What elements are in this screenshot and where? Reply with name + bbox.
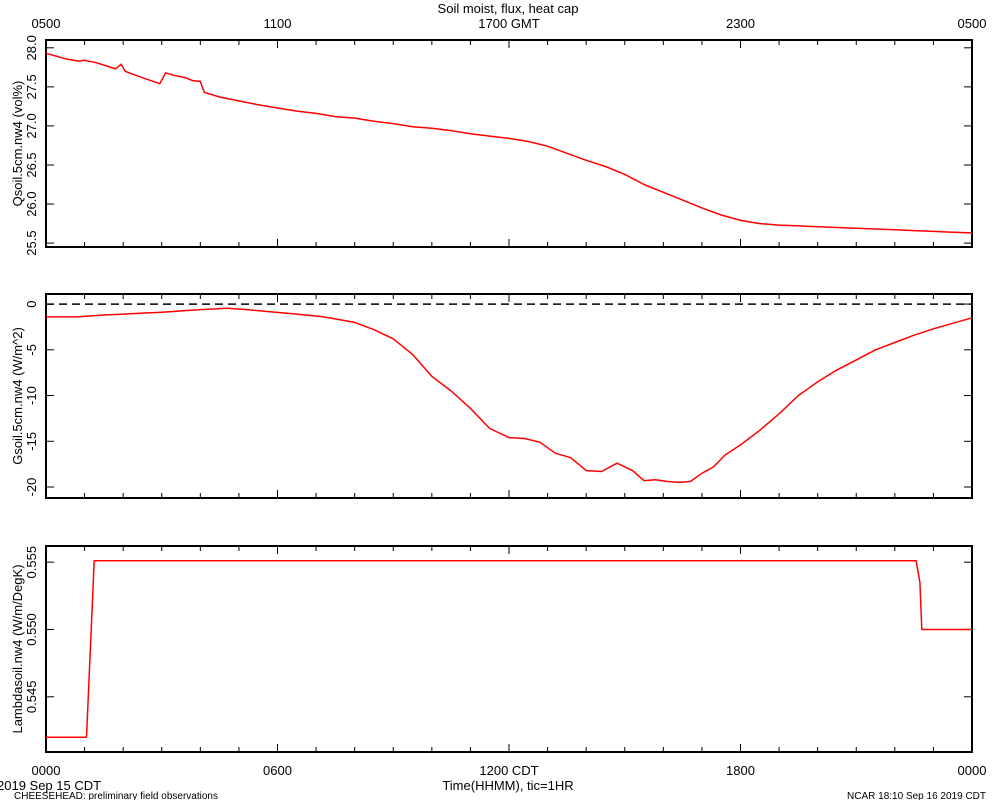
footer-note: CHEESEHEAD: preliminary field observatio… [14,791,218,800]
y-axis-label: Qsoil.5cm.nw4 (vol%) [10,81,25,207]
bottom-tick-label: 0000 [958,763,987,778]
y-tick-label: 26.0 [24,191,39,216]
plot-panels: 25.5 26.0 26.5 27.0 27.5 28.0 Qsoil.5cm.nw4 (v… [10,35,973,753]
top-tick-label: 2300 [726,16,755,31]
bottom-tick-label: 1200 CDT [479,763,538,778]
footer-date: 2019 Sep 15 CDT [0,778,101,793]
y-axis-label: Lambdasoil.nw4 (W/m/DegK) [10,564,25,733]
y-tick-label: 0 [24,300,39,307]
y-axis-label: Gsoil.5cm.nw4 (W/m^2) [10,327,25,465]
y-tick-label: 27.0 [24,113,39,138]
series-line [46,560,972,738]
y-tick-label: 0.555 [24,546,39,579]
y-tick-label: -20 [24,478,39,497]
top-tick-label: 1700 GMT [478,16,539,31]
y-tick-label: -5 [24,344,39,356]
y-tick-label: -10 [24,386,39,405]
y-tick-label: 27.5 [24,74,39,99]
top-tick-label: 1100 [264,16,292,31]
y-tick-label: 0.545 [24,681,39,714]
plot-frame [45,293,973,499]
plot-frame [45,39,973,248]
top-tick-label: 0500 [958,16,987,31]
bottom-tick-label: 1800 [726,763,755,778]
top-axis: 0500 1100 1700 GMT 2300 0500 [32,16,987,31]
top-tick-label: 0500 [32,16,61,31]
y-tick-label: 25.5 [24,230,39,255]
y-tick-label: -15 [24,432,39,451]
x-axis-label: Time(HHMM), tic=1HR [442,778,573,793]
bottom-tick-label: 0600 [263,763,292,778]
series-line [46,307,973,484]
series-line [45,52,973,234]
y-tick-label: 0.550 [24,613,39,646]
plot-frame [45,545,973,753]
bottom-axis: 0000 0600 1200 CDT 1800 0000 [32,763,987,778]
y-tick-label: 26.5 [24,152,39,177]
panel-1: 25.5 26.0 26.5 27.0 27.5 28.0 Qsoil.5cm.nw4 (v… [10,35,973,256]
chart-title: Soil moist, flux, heat cap [438,1,579,16]
panel-2: -20 -15 -10 -5 0 Gsoil.5cm.nw4 (W/m^2) [10,293,973,499]
bottom-tick-label: 0000 [32,763,61,778]
footer-credit: NCAR 18:10 Sep 16 2019 CDT [847,791,986,800]
y-tick-label: 28.0 [24,35,39,60]
